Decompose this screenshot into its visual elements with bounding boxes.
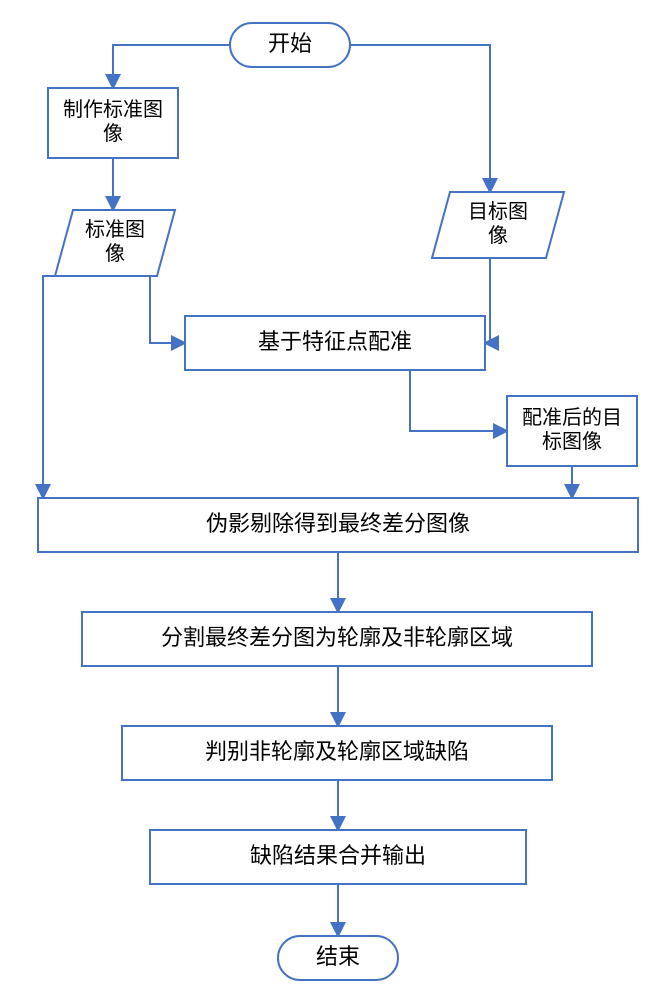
node-segment: 分割最终差分图为轮廓及非轮廓区域 [82,612,592,666]
node-label: 结束 [316,944,360,969]
edge-start-make_std [113,45,230,88]
node-judge: 判别非轮廓及轮廓区域缺陷 [122,726,552,780]
nodes-layer: 开始制作标准图像标准图像 目标图像基于特征点配准配准后的目标图像伪影剔除得到最终差… [38,23,638,980]
node-label: 分割最终差分图为轮廓及非轮廓区域 [161,625,513,650]
node-tgt_img: 目标图像 [432,192,564,258]
node-label: 缺陷结果合并输出 [250,843,426,868]
node-std_img: 标准图像 [55,210,175,276]
node-register: 基于特征点配准 [185,316,485,370]
node-label: 判别非轮廓及轮廓区域缺陷 [205,739,469,764]
edges-layer [43,45,572,936]
edge-start-tgt_img [350,45,490,192]
node-end: 结束 [278,936,398,980]
node-label: 开始 [268,31,312,56]
edge-std_img-register [150,276,185,343]
node-start: 开始 [230,23,350,67]
node-make_std: 制作标准图像 [48,88,178,158]
node-aligned: 配准后的目标图像 [507,396,637,466]
node-merge: 缺陷结果合并输出 [150,830,526,884]
node-artifact: 伪影剔除得到最终差分图像 [38,498,638,552]
flowchart-canvas: 开始制作标准图像标准图像 目标图像基于特征点配准配准后的目标图像伪影剔除得到最终差… [0,0,661,1000]
node-label: 基于特征点配准 [258,329,412,354]
edge-register-aligned [410,370,507,431]
node-label: 伪影剔除得到最终差分图像 [206,511,470,536]
edge-std_img-artifact [43,276,68,498]
